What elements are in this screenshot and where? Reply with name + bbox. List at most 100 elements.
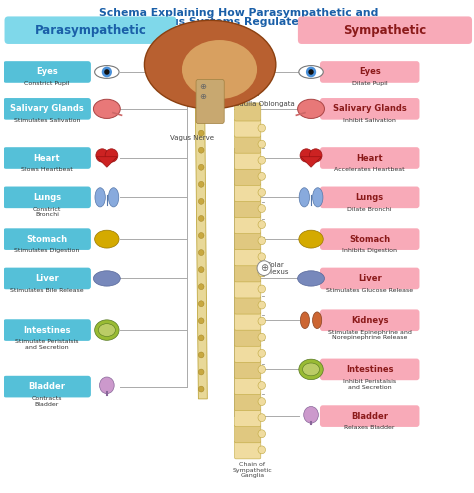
Circle shape [104, 69, 109, 75]
Circle shape [199, 96, 204, 102]
FancyBboxPatch shape [235, 280, 261, 298]
Circle shape [258, 124, 265, 132]
Text: Stimulates Salivation: Stimulates Salivation [14, 118, 80, 123]
Ellipse shape [93, 271, 120, 286]
Circle shape [258, 285, 265, 293]
Ellipse shape [299, 66, 323, 78]
Text: Eyes: Eyes [359, 68, 381, 76]
Circle shape [199, 164, 204, 170]
FancyBboxPatch shape [5, 16, 176, 44]
FancyBboxPatch shape [235, 441, 261, 459]
Text: Medulla Oblongata: Medulla Oblongata [229, 101, 295, 107]
FancyBboxPatch shape [298, 16, 472, 44]
Circle shape [306, 67, 316, 77]
Text: Inhibit Salivation: Inhibit Salivation [343, 118, 396, 123]
FancyBboxPatch shape [235, 312, 261, 330]
Text: Stimulate Peristalsis
and Secretion: Stimulate Peristalsis and Secretion [15, 339, 79, 350]
Ellipse shape [299, 359, 323, 380]
Circle shape [309, 69, 314, 75]
Text: Stomach: Stomach [349, 235, 390, 244]
Text: Bladder: Bladder [351, 412, 388, 421]
Circle shape [258, 414, 265, 422]
Text: Heart: Heart [34, 153, 60, 163]
Text: Vagus Nerve: Vagus Nerve [170, 136, 214, 141]
Text: Constrict Pupil: Constrict Pupil [24, 81, 70, 86]
Ellipse shape [299, 188, 310, 207]
FancyBboxPatch shape [3, 376, 91, 397]
Ellipse shape [312, 312, 322, 328]
Text: Inhibit Peristalsis
and Secretion: Inhibit Peristalsis and Secretion [343, 379, 396, 389]
Text: Stimulate Epinephrine and
Norepinephrine Release: Stimulate Epinephrine and Norepinephrine… [328, 330, 411, 340]
Ellipse shape [109, 188, 119, 207]
FancyBboxPatch shape [320, 268, 419, 289]
FancyBboxPatch shape [320, 228, 419, 250]
FancyBboxPatch shape [320, 98, 419, 120]
Text: Dilate Bronchi: Dilate Bronchi [347, 207, 392, 211]
FancyBboxPatch shape [3, 319, 91, 341]
Text: Ganglion: Ganglion [229, 91, 260, 97]
Circle shape [199, 130, 204, 136]
Circle shape [105, 149, 118, 162]
Text: Sympathetic: Sympathetic [343, 24, 426, 36]
Circle shape [258, 333, 265, 341]
Text: Schema Explaining How Parasympathetic and: Schema Explaining How Parasympathetic an… [99, 8, 378, 18]
Circle shape [258, 350, 265, 357]
FancyBboxPatch shape [235, 360, 261, 379]
Text: ⊕: ⊕ [200, 82, 207, 91]
FancyBboxPatch shape [320, 405, 419, 427]
Circle shape [199, 284, 204, 290]
Text: ⊕: ⊕ [200, 92, 207, 101]
Text: Slows Heartbeat: Slows Heartbeat [21, 167, 73, 173]
Text: Kidneys: Kidneys [351, 316, 389, 325]
Ellipse shape [304, 407, 319, 423]
FancyBboxPatch shape [235, 344, 261, 362]
Ellipse shape [298, 99, 325, 118]
Text: Intestines: Intestines [346, 365, 393, 374]
Circle shape [199, 249, 204, 255]
FancyBboxPatch shape [235, 200, 261, 217]
Circle shape [199, 352, 204, 358]
Circle shape [198, 91, 209, 103]
Text: Parasympathetic: Parasympathetic [35, 24, 146, 36]
FancyBboxPatch shape [3, 268, 91, 289]
FancyBboxPatch shape [235, 377, 261, 394]
Text: Liver: Liver [35, 274, 59, 283]
FancyBboxPatch shape [3, 147, 91, 169]
Circle shape [199, 335, 204, 341]
FancyBboxPatch shape [235, 328, 261, 346]
Ellipse shape [95, 230, 119, 248]
Circle shape [199, 215, 204, 221]
Circle shape [258, 221, 265, 229]
Ellipse shape [312, 188, 323, 207]
Polygon shape [195, 79, 207, 399]
Circle shape [199, 267, 204, 273]
Circle shape [310, 149, 322, 162]
Text: Bladder: Bladder [28, 382, 65, 391]
FancyBboxPatch shape [320, 310, 419, 331]
Ellipse shape [298, 271, 325, 286]
Text: Salivary Glands: Salivary Glands [333, 105, 407, 113]
Text: Lungs: Lungs [33, 193, 61, 202]
Circle shape [258, 156, 265, 164]
Text: Chain of
Sympathetic
Ganglia: Chain of Sympathetic Ganglia [232, 462, 272, 478]
Ellipse shape [299, 230, 323, 248]
Circle shape [258, 140, 265, 148]
Ellipse shape [98, 324, 115, 336]
Circle shape [258, 382, 265, 389]
Ellipse shape [100, 377, 114, 393]
Ellipse shape [93, 99, 120, 118]
Circle shape [257, 261, 271, 276]
FancyBboxPatch shape [235, 119, 261, 137]
Text: Eyes: Eyes [36, 68, 58, 76]
Text: Salivary Glands: Salivary Glands [10, 105, 84, 113]
FancyBboxPatch shape [235, 232, 261, 250]
FancyBboxPatch shape [3, 61, 91, 83]
Text: Contracts
Bladder: Contracts Bladder [32, 396, 62, 407]
FancyBboxPatch shape [320, 358, 419, 380]
Circle shape [199, 199, 204, 204]
Ellipse shape [95, 188, 105, 207]
Circle shape [258, 446, 265, 454]
Text: Intestines: Intestines [23, 325, 71, 335]
FancyBboxPatch shape [3, 186, 91, 208]
Text: Solar
Plexus: Solar Plexus [266, 262, 289, 275]
